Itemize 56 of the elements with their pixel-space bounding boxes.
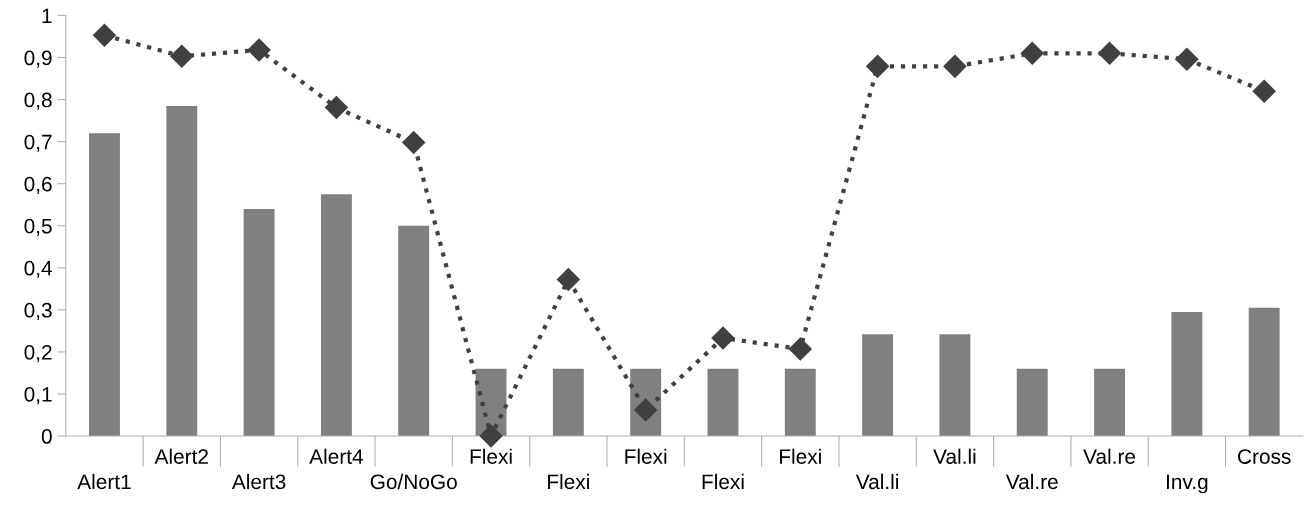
y-tick-label: 0,8 (24, 92, 52, 110)
point (1098, 41, 1122, 65)
bar (939, 334, 971, 437)
bar (707, 368, 739, 437)
x-tick-label: Cross (1238, 449, 1291, 464)
bar (1248, 307, 1280, 437)
point (479, 424, 503, 448)
bar (552, 368, 584, 437)
x-tick-label: Alert1 (77, 473, 131, 490)
point (247, 38, 271, 62)
x-tick-label: Val.re (1083, 448, 1136, 464)
x-tick-label: Alert4 (309, 448, 364, 464)
x-tick-label: Flexi (625, 448, 667, 464)
point (1020, 41, 1044, 65)
bar (1171, 311, 1203, 437)
y-tick-label: 1 (42, 8, 52, 24)
point (402, 130, 426, 154)
y-tick-label: 0,9 (24, 50, 52, 68)
x-tick-label: Inv.g (1166, 474, 1208, 494)
x-tick-label: Flexi (780, 448, 821, 464)
y-tick-label: 0,6 (24, 176, 52, 194)
bar (88, 133, 120, 437)
y-tick-label: 0,3 (24, 302, 52, 321)
x-tick-label: Val.re (1005, 473, 1058, 490)
bar (784, 368, 816, 437)
x-tick-label: Flexi (702, 473, 744, 490)
point (170, 44, 194, 68)
bar (1094, 368, 1126, 437)
y-tick-label: 0,7 (24, 134, 52, 152)
y-tick-label: 0,1 (24, 386, 52, 405)
x-tick-label: Alert3 (231, 473, 286, 490)
point (711, 326, 735, 350)
y-tick-label: 0,5 (24, 218, 52, 236)
bar (398, 225, 430, 437)
y-tick-label: 0,2 (24, 344, 52, 363)
y-tick-label: 0 (41, 429, 52, 444)
x-tick-label: Alert2 (154, 448, 208, 464)
point (92, 23, 116, 47)
bar (320, 194, 352, 437)
bar (243, 208, 275, 437)
x-tick-label: Flexi (470, 448, 512, 464)
x-tick-label: Val.li (933, 448, 976, 464)
point (556, 268, 580, 292)
point (1175, 47, 1199, 71)
x-tick-label: Flexi (548, 473, 589, 490)
point (943, 54, 967, 78)
y-tick-label: 0,4 (24, 260, 52, 279)
point (1252, 79, 1276, 103)
bar (862, 334, 894, 437)
point (788, 337, 812, 361)
x-tick-label: Go/NoGo (370, 473, 457, 490)
point (866, 54, 890, 78)
bar (1016, 368, 1048, 437)
bar (166, 105, 198, 437)
x-tick-label: Val.li (855, 473, 899, 490)
point (324, 96, 348, 120)
